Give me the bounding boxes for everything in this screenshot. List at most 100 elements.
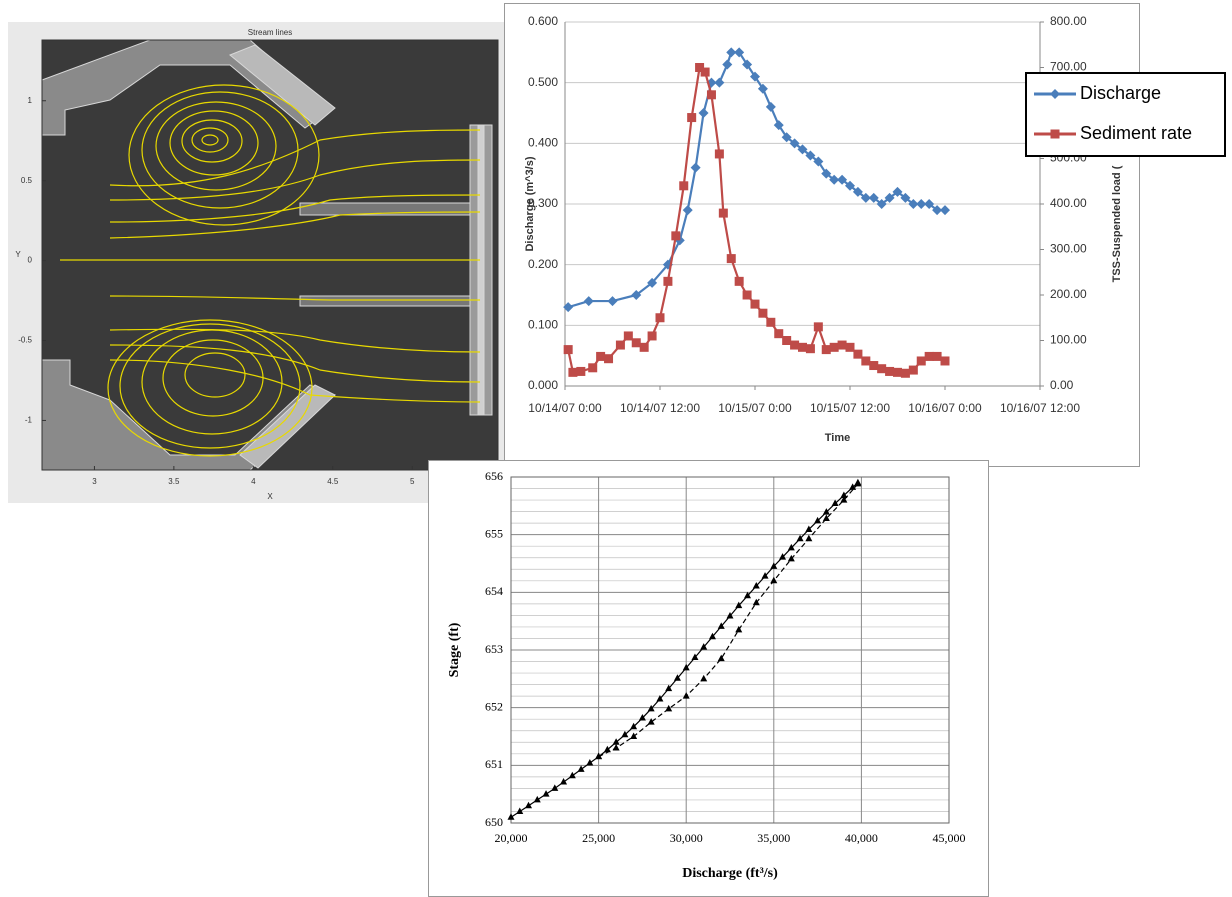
marker xyxy=(814,516,822,524)
marker xyxy=(717,622,725,629)
marker xyxy=(765,101,776,112)
marker xyxy=(940,356,950,366)
y2-tick-label: 700.00 xyxy=(1050,60,1087,74)
y2-tick-label: 200.00 xyxy=(1050,287,1087,301)
marker xyxy=(588,363,598,373)
marker xyxy=(831,499,839,507)
marker xyxy=(671,231,681,241)
y-tick-label: 0.000 xyxy=(528,378,558,392)
marker xyxy=(568,367,578,377)
marker xyxy=(586,759,594,766)
marker xyxy=(852,186,863,197)
marker xyxy=(916,199,927,209)
marker xyxy=(542,790,550,797)
marker xyxy=(560,778,568,785)
x-tick-label: 45,000 xyxy=(933,831,966,845)
marker xyxy=(726,611,734,619)
plot-frame xyxy=(510,476,950,824)
y-tick-label: 650 xyxy=(485,815,503,829)
marker xyxy=(893,367,902,377)
marker xyxy=(568,771,576,779)
marker xyxy=(781,132,792,143)
marker xyxy=(744,591,752,599)
marker xyxy=(687,113,697,123)
y2-tick-label: 100.00 xyxy=(1050,333,1087,347)
marker xyxy=(663,276,673,286)
x-tick-label: 10/14/07 0:00 xyxy=(528,401,602,415)
marker xyxy=(797,144,808,155)
legend-label: Discharge xyxy=(1080,83,1161,103)
marker xyxy=(829,174,840,185)
marker xyxy=(868,192,879,203)
marker xyxy=(782,336,792,345)
y-tick-label: 653 xyxy=(485,642,503,656)
y-axis-label: Y xyxy=(15,250,21,259)
marker xyxy=(854,479,862,487)
marker xyxy=(742,290,752,300)
marker xyxy=(615,340,625,350)
marker xyxy=(734,276,744,286)
plot-frame xyxy=(41,39,499,471)
marker xyxy=(821,345,831,355)
marker xyxy=(796,534,804,542)
stage-discharge-chart: 650 651 652 653 654 655 656 20,000 25,000 30,000 3… xyxy=(428,460,989,897)
marker xyxy=(840,491,848,498)
y-tick-label: 0 xyxy=(28,256,33,265)
marker xyxy=(1050,129,1060,139)
marker xyxy=(860,192,871,203)
marker xyxy=(682,663,690,671)
marker xyxy=(837,340,847,350)
x-tick-label: 10/14/07 12:00 xyxy=(620,401,700,415)
marker xyxy=(805,525,813,532)
streamlines xyxy=(60,84,481,457)
marker xyxy=(679,181,689,191)
marker xyxy=(647,277,658,288)
marker xyxy=(647,718,655,725)
marker xyxy=(761,572,769,579)
marker xyxy=(787,554,795,562)
marker xyxy=(714,149,724,159)
marker xyxy=(805,150,816,161)
marker xyxy=(577,765,585,772)
marker xyxy=(908,365,918,375)
marker xyxy=(932,205,943,216)
marker xyxy=(735,625,743,633)
marker xyxy=(758,308,768,318)
marker xyxy=(621,730,629,738)
y-tick-label: 651 xyxy=(485,757,503,771)
marker xyxy=(700,674,708,682)
marker xyxy=(861,356,871,366)
x-axis-label: Time xyxy=(825,432,850,444)
y-tick-label: -0.5 xyxy=(18,336,32,345)
marker xyxy=(695,63,705,72)
series-line xyxy=(598,483,859,758)
marker xyxy=(682,692,690,699)
marker xyxy=(631,290,642,300)
marker xyxy=(630,722,638,730)
marker xyxy=(516,807,524,814)
marker xyxy=(940,205,950,216)
marker xyxy=(714,77,725,88)
marker xyxy=(770,562,778,569)
y2-axis-label: TSS-Suspended load ( xyxy=(1111,165,1123,282)
marker xyxy=(900,368,910,378)
marker xyxy=(647,704,655,712)
legend-box xyxy=(1025,72,1226,157)
marker xyxy=(1050,89,1060,99)
y-tick-label: 0.200 xyxy=(528,257,558,271)
y2-tick-label: 300.00 xyxy=(1050,242,1087,256)
marker xyxy=(884,192,895,203)
marker xyxy=(853,349,863,359)
marker xyxy=(885,366,895,376)
y-tick-label: 0.400 xyxy=(528,136,558,150)
y-tick-label: 655 xyxy=(485,526,503,540)
marker xyxy=(757,83,768,94)
marker xyxy=(750,299,760,309)
marker xyxy=(596,351,606,361)
marker xyxy=(813,322,823,332)
y2-tick-label: 800.00 xyxy=(1050,14,1087,28)
marker xyxy=(916,356,926,366)
marker xyxy=(612,738,620,745)
marker xyxy=(924,199,935,209)
